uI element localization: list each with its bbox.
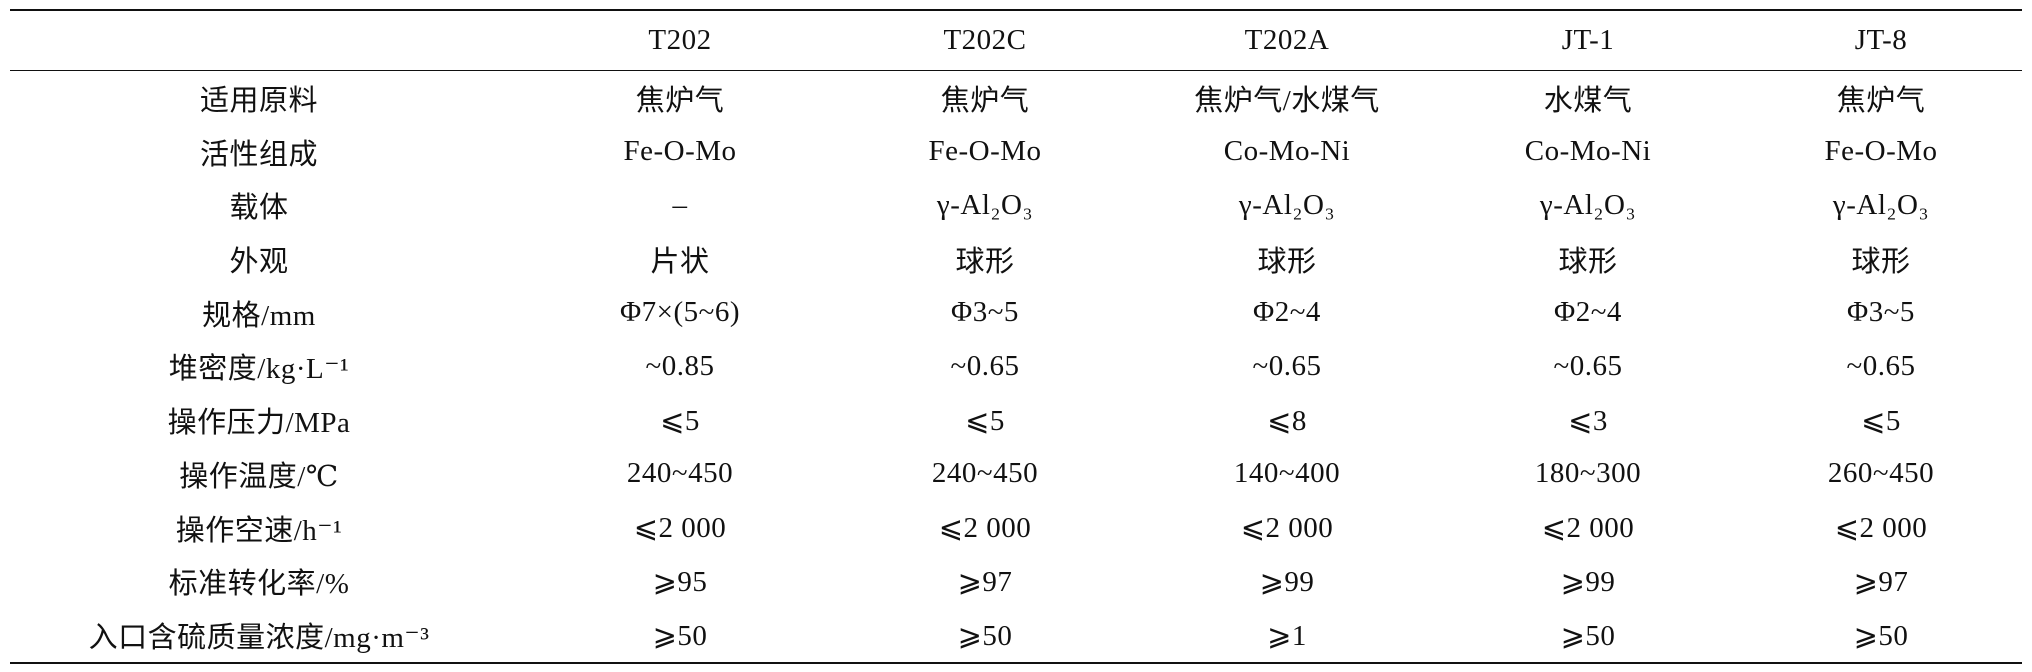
row-label: 载体	[229, 192, 289, 225]
top-rule	[10, 9, 2022, 11]
cell-value: ⩾99	[1560, 565, 1616, 598]
row-label: 适用原料	[199, 84, 318, 117]
cell-value: Φ3~5	[1847, 296, 1915, 329]
cell-value: ⩽2 000	[1541, 512, 1635, 545]
cell-value: γ-Al₂O₃	[1832, 188, 1930, 221]
cell-value: Co-Mo-Ni	[1524, 135, 1652, 168]
cell-value: 140~400	[1233, 457, 1341, 490]
cell-value: 球形	[1257, 246, 1317, 279]
cell-value: ⩾99	[1259, 565, 1315, 598]
cell-value: 球形	[1558, 246, 1618, 279]
cell-value: –	[672, 188, 688, 221]
cell-value: Φ2~4	[1554, 296, 1622, 329]
cell-value: Fe-O-Mo	[1824, 135, 1938, 168]
cell-value: ⩽5	[1861, 404, 1901, 437]
row-label: 标准转化率/%	[168, 568, 350, 601]
cell-value: ~0.65	[1553, 349, 1623, 382]
cell-value: 水煤气	[1543, 84, 1633, 117]
cell-value: 焦炉气/水煤气	[1194, 84, 1380, 117]
cell-value: γ-Al₂O₃	[936, 188, 1034, 221]
cell-value: Co-Mo-Ni	[1223, 135, 1351, 168]
cell-value: 球形	[955, 246, 1015, 279]
cell-value: ⩽2 000	[938, 512, 1032, 545]
cell-value: γ-Al₂O₃	[1238, 188, 1336, 221]
cell-value: 球形	[1851, 246, 1911, 279]
cell-value: 片状	[650, 246, 710, 279]
cell-value: ⩽2 000	[1834, 512, 1928, 545]
cell-value: Fe-O-Mo	[928, 135, 1042, 168]
cell-value: ⩾97	[1853, 565, 1909, 598]
cell-value: ⩽3	[1568, 404, 1608, 437]
cell-value: Φ2~4	[1253, 296, 1321, 329]
cell-value: 焦炉气	[635, 84, 725, 117]
cell-value: ⩽2 000	[633, 512, 727, 545]
row-label: 活性组成	[199, 138, 318, 171]
cell-value: ⩾1	[1267, 619, 1307, 652]
row-label: 堆密度/kg·L⁻¹	[168, 353, 350, 386]
cell-value: ⩽2 000	[1240, 512, 1334, 545]
cell-value: γ-Al₂O₃	[1539, 188, 1637, 221]
bottom-rule	[10, 662, 2022, 664]
cell-value: ⩽5	[660, 404, 700, 437]
cell-value: Φ7×(5~6)	[619, 296, 741, 329]
column-header: JT-8	[1854, 24, 1908, 56]
cell-value: 260~450	[1827, 457, 1935, 490]
row-label: 操作温度/℃	[179, 460, 339, 493]
row-label: 操作空速/h⁻¹	[175, 514, 343, 547]
cell-value: ~0.65	[1252, 349, 1322, 382]
cell-value: ~0.65	[950, 349, 1020, 382]
cell-value: ⩾50	[957, 619, 1013, 652]
cell-value: ~0.85	[645, 349, 715, 382]
cell-value: 180~300	[1534, 457, 1642, 490]
column-header: T202	[648, 24, 712, 56]
row-label: 规格/mm	[202, 299, 316, 332]
cell-value: 焦炉气	[940, 84, 1030, 117]
cell-value: ⩽8	[1267, 404, 1307, 437]
row-label: 外观	[229, 246, 289, 279]
cell-value: ⩾50	[1560, 619, 1616, 652]
cell-value: 240~450	[931, 457, 1039, 490]
cell-value: ⩾95	[652, 565, 708, 598]
row-label: 入口含硫质量浓度/mg·m⁻³	[88, 622, 430, 655]
column-header: JT-1	[1561, 24, 1615, 56]
cell-value: Fe-O-Mo	[623, 135, 737, 168]
column-header: T202A	[1244, 24, 1330, 56]
row-label: 操作压力/MPa	[167, 407, 351, 440]
cell-value: ⩽5	[965, 404, 1005, 437]
cell-value: ⩾50	[652, 619, 708, 652]
cell-value: ⩾97	[957, 565, 1013, 598]
column-header: T202C	[943, 24, 1027, 56]
cell-value: Φ3~5	[951, 296, 1019, 329]
cell-value: ⩾50	[1853, 619, 1909, 652]
cell-value: ~0.65	[1846, 349, 1916, 382]
cell-value: 240~450	[626, 457, 734, 490]
cell-value: 焦炉气	[1836, 84, 1926, 117]
header-rule	[10, 70, 2022, 71]
